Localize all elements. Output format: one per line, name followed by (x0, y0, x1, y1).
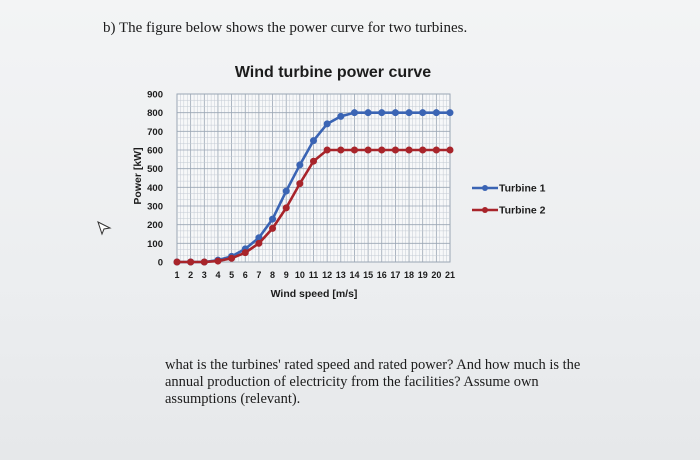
series-2-point (241, 249, 249, 257)
series-1-point (269, 215, 277, 223)
x-tick-label: 13 (336, 270, 346, 280)
x-tick-label: 9 (284, 270, 289, 280)
series-1-point (310, 137, 317, 145)
x-tick-label: 14 (349, 270, 359, 280)
chart-title: Wind turbine power curve (235, 64, 431, 81)
y-tick-label: 400 (147, 183, 163, 194)
chart-series (173, 109, 454, 266)
series-1-point (378, 109, 386, 117)
series-2-point (446, 146, 454, 154)
series-2-point (323, 146, 331, 154)
y-tick-label: 100 (147, 239, 163, 250)
legend-marker (482, 207, 488, 213)
y-tick-label: 600 (147, 146, 163, 157)
x-tick-label: 15 (363, 270, 373, 280)
question-heading: b) The figure below shows the power curv… (103, 20, 468, 36)
question-body: what is the turbines' rated speed and ra… (165, 357, 581, 407)
legend-marker (482, 185, 488, 191)
x-tick-label: 5 (229, 270, 234, 280)
x-tick-label: 19 (418, 270, 428, 280)
series-1-point (419, 109, 427, 117)
series-1-point (391, 109, 399, 117)
x-axis-label: Wind speed [m/s] (271, 288, 358, 300)
x-tick-label: 4 (215, 270, 220, 280)
x-axis-ticks: 1 2 3 4 5 6 7 8 9 10 11 12 13 14 15 16 17 18 19 20 21 (174, 270, 455, 280)
y-tick-label: 800 (147, 108, 163, 119)
x-tick-label: 1 (174, 270, 179, 280)
x-tick-label: 7 (256, 270, 261, 280)
series-2-point (173, 258, 181, 266)
series-2-point (405, 146, 413, 154)
series-2-point (378, 146, 386, 154)
y-axis-ticks: 0 100 200 300 400 500 600 700 800 900 (147, 90, 163, 269)
x-tick-label: 21 (445, 270, 455, 280)
y-tick-label: 200 (147, 220, 163, 231)
series-1-point (350, 109, 358, 117)
series-2-point (364, 146, 372, 154)
x-tick-label: 2 (188, 270, 193, 280)
series-2-point (269, 224, 277, 232)
series-1-point (323, 120, 331, 128)
series-1-point (282, 187, 290, 195)
x-tick-label: 16 (377, 270, 387, 280)
y-axis-label: Power [kW] (132, 147, 144, 204)
series-2-point (310, 157, 317, 165)
series-1-point (296, 161, 304, 169)
legend: Turbine 1 Turbine 2 (472, 183, 546, 217)
x-tick-label: 11 (309, 270, 319, 280)
y-tick-label: 700 (147, 127, 163, 138)
series-2-point (255, 239, 263, 247)
legend-label: Turbine 2 (499, 205, 546, 217)
series-1-point (405, 109, 413, 117)
series-2-point (187, 258, 195, 266)
series-1-point (364, 109, 372, 117)
x-tick-label: 10 (295, 270, 305, 280)
series-2-point (337, 146, 345, 154)
series-1-point (432, 109, 440, 117)
chart-grid (176, 93, 451, 263)
y-tick-label: 500 (147, 164, 163, 175)
x-tick-label: 3 (202, 270, 207, 280)
series-1-point (446, 109, 454, 117)
x-tick-label: 17 (390, 270, 400, 280)
x-tick-label: 6 (243, 270, 248, 280)
x-tick-label: 12 (322, 270, 332, 280)
series-2-point (391, 146, 399, 154)
series-2-point (296, 180, 304, 188)
y-tick-label: 0 (158, 258, 163, 269)
series-2-point (214, 257, 222, 265)
series-2-point (350, 146, 358, 154)
series-2-point (282, 204, 290, 212)
x-tick-label: 8 (270, 270, 275, 280)
series-2-point (200, 258, 208, 266)
series-2-point (228, 254, 236, 262)
series-2-point (432, 146, 440, 154)
x-tick-label: 18 (404, 270, 414, 280)
y-tick-label: 900 (147, 90, 163, 101)
series-2-point (419, 146, 427, 154)
mouse-pointer-icon (97, 221, 112, 236)
x-tick-label: 20 (431, 270, 441, 280)
series-1-point (337, 112, 345, 120)
legend-label: Turbine 1 (499, 183, 546, 195)
y-tick-label: 300 (147, 202, 163, 213)
